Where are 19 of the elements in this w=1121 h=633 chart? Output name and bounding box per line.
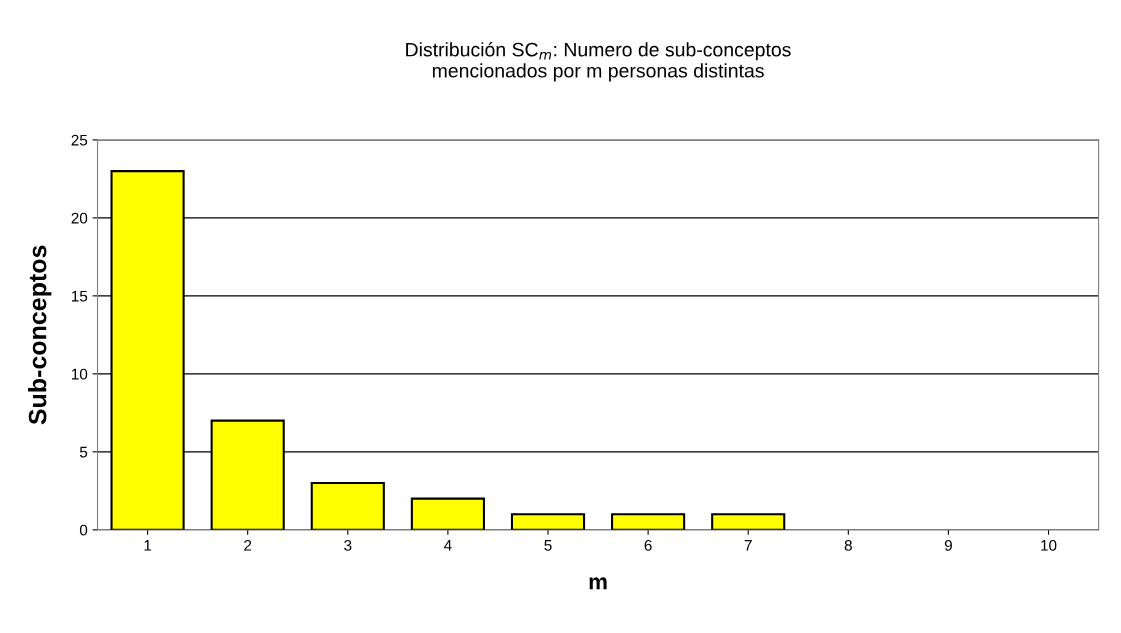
- y-tick-label: 10: [71, 368, 88, 380]
- x-tick-label: 10: [1041, 539, 1057, 551]
- x-tick-label: 7: [744, 540, 752, 551]
- y-axis-title: Sub-conceptos: [28, 245, 52, 425]
- y-tick-label: 0: [79, 524, 88, 536]
- y-tick-label: 5: [79, 446, 88, 458]
- x-tick-label: 6: [644, 539, 652, 551]
- x-tick-label: 8: [844, 539, 852, 551]
- x-tick-label: 9: [944, 539, 952, 551]
- x-axis-title: m: [589, 577, 607, 590]
- x-tick-label: 4: [444, 540, 452, 551]
- y-tick-label: 25: [71, 134, 88, 146]
- y-tick-label: 20: [71, 212, 88, 224]
- x-tick-label: 3: [344, 539, 352, 551]
- x-tick-label: 2: [244, 539, 252, 551]
- chart-title: Distribución SC$_{m}$: Numero de sub-conceptos mencionados por m personas distintas: [406, 42, 791, 82]
- x-tick-label: 1: [144, 540, 152, 551]
- y-tick-label: 15: [71, 290, 88, 302]
- x-tick-label: 5: [544, 540, 552, 551]
